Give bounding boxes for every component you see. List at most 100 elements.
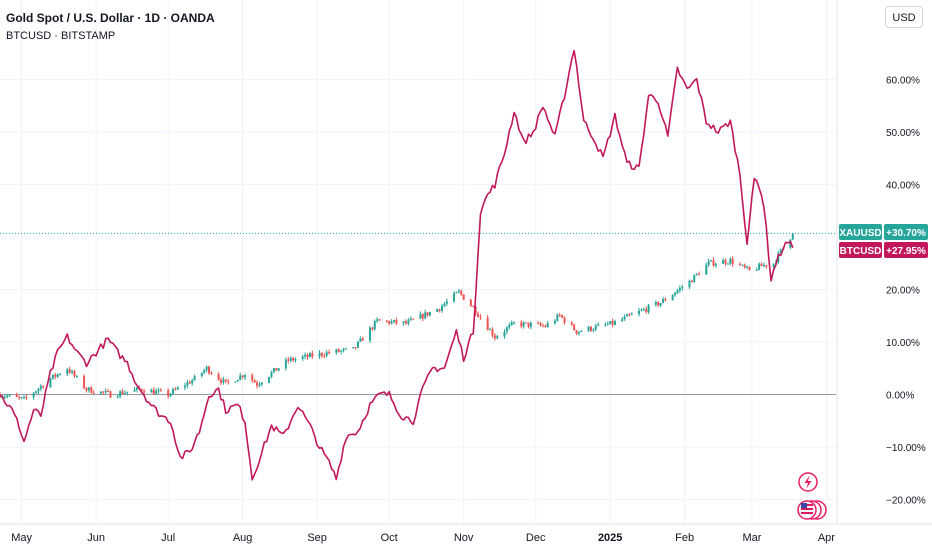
candle-body (251, 375, 254, 381)
candle-body (301, 356, 304, 360)
candle-body (311, 353, 314, 357)
candle-body (712, 260, 715, 266)
candle (505, 325, 508, 335)
candle (541, 323, 544, 328)
candle (107, 388, 110, 393)
candle (724, 258, 727, 266)
candle (287, 357, 290, 364)
candle (714, 262, 717, 268)
candle (23, 395, 26, 400)
candle (441, 303, 444, 313)
candle (436, 308, 439, 313)
candle-body (760, 263, 763, 267)
grid-lines (0, 0, 836, 524)
candle (645, 306, 648, 314)
candle (123, 390, 126, 395)
candle (671, 294, 674, 301)
candle (373, 319, 376, 331)
candle (472, 305, 475, 308)
candle-body (746, 266, 749, 268)
candle (407, 317, 410, 326)
candle-body (791, 233, 794, 240)
currency-button[interactable]: USD (885, 6, 923, 28)
candle-body (66, 369, 69, 375)
candle-body (626, 314, 628, 317)
time-tick-label: Jul (161, 532, 175, 544)
candle (546, 320, 549, 328)
time-tick-label: Dec (526, 532, 546, 544)
xauusd-candles (0, 232, 794, 401)
candle (66, 367, 69, 376)
candle-body (654, 301, 657, 305)
candle-body (455, 292, 458, 294)
candle-body (664, 299, 667, 301)
candle-body (236, 379, 239, 382)
time-tick-label: Feb (675, 532, 694, 544)
candle-body (203, 370, 206, 373)
btcusd-badge[interactable]: BTCUSD +27.95% (839, 242, 928, 258)
candle (580, 329, 583, 333)
xauusd-badge[interactable]: XAUUSD +30.70% (839, 224, 928, 240)
candle (390, 319, 393, 325)
candle (693, 274, 696, 283)
candle (203, 368, 206, 375)
candle (176, 386, 179, 391)
candle (289, 356, 292, 363)
event-markers (797, 472, 827, 520)
candle-body (294, 359, 297, 361)
candle-body (378, 319, 381, 321)
candle (681, 284, 684, 291)
candle (489, 328, 492, 331)
candle-body (32, 392, 35, 398)
candle-body (371, 327, 374, 330)
btcusd-name-label: BTCUSD (840, 246, 882, 257)
candle (522, 321, 525, 329)
candle-body (352, 347, 355, 349)
candle-body (258, 384, 261, 386)
candle (609, 320, 612, 325)
candle-body (496, 336, 499, 339)
price-tick-label: 10.00% (886, 338, 920, 349)
compare-symbol-label[interactable]: BTCUSD · BITSTAMP (6, 30, 116, 42)
candle-body (695, 273, 698, 275)
candle (457, 288, 460, 294)
candle (167, 388, 170, 399)
candle-body (503, 331, 506, 337)
candle (272, 367, 275, 374)
candle-body (87, 387, 90, 391)
candle-body (277, 368, 280, 371)
candle (573, 323, 576, 331)
candle-body (762, 265, 765, 267)
candle (92, 390, 95, 395)
symbol-title[interactable]: Gold Spot / U.S. Dollar · 1D · OANDA (6, 11, 215, 25)
candle-body (20, 397, 23, 399)
candle (361, 336, 364, 341)
candle-body (671, 295, 674, 301)
candle-body (513, 322, 516, 324)
candle (772, 263, 775, 270)
candle-body (85, 388, 88, 391)
candle (352, 347, 355, 349)
candle (642, 307, 645, 312)
candle (205, 365, 208, 373)
candle (424, 309, 427, 320)
us-flag-event-icon[interactable] (797, 500, 827, 520)
time-tick-label: May (11, 532, 32, 544)
candle-body (260, 382, 263, 385)
candle (119, 389, 122, 399)
candle-body (83, 375, 86, 389)
lightning-event-icon[interactable] (798, 472, 818, 492)
candle-body (49, 378, 52, 388)
candle (558, 313, 561, 317)
candle (587, 325, 590, 332)
price-tick-label: 20.00% (886, 286, 920, 297)
candle (258, 381, 261, 388)
candle-body (328, 352, 331, 354)
candle-body (561, 315, 564, 318)
candle-body (304, 354, 307, 357)
candle (503, 329, 506, 339)
candle-body (657, 301, 660, 306)
candle-body (621, 319, 624, 322)
